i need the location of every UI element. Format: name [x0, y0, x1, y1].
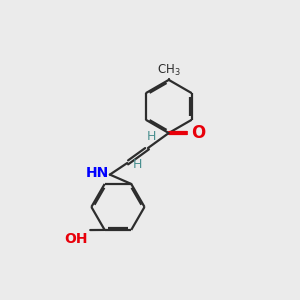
Text: CH$_3$: CH$_3$: [157, 62, 181, 78]
Text: OH: OH: [64, 232, 88, 246]
Text: H: H: [132, 158, 142, 171]
Text: HN: HN: [85, 167, 109, 180]
Text: H: H: [147, 130, 156, 143]
Text: O: O: [191, 124, 205, 142]
